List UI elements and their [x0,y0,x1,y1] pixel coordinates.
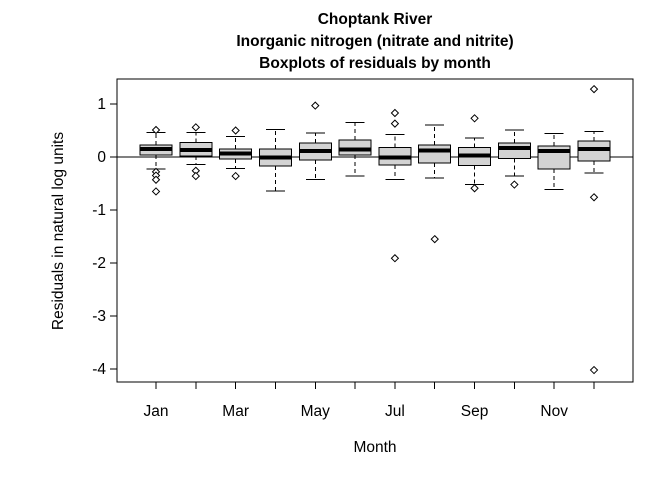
y-tick-label--1: -1 [92,202,106,219]
y-tick-label-0: 0 [97,149,106,166]
chart-title-line-3: Boxplots of residuals by month [259,55,491,72]
x-axis-title: Month [353,439,397,456]
outlier-dec-1 [589,193,599,202]
outlier-mar-1 [231,171,240,181]
outlier-sep-0 [470,114,479,123]
chart-title-line-2: Inorganic nitrogen (nitrate and nitrite) [236,33,514,50]
x-tick-label-may: May [301,403,331,420]
y-tick-label-1: 1 [97,96,106,113]
outlier-feb-2 [191,171,201,181]
outlier-jan-0 [151,125,161,135]
outlier-may-0 [311,101,320,110]
outlier-jul-1 [390,119,400,128]
outlier-dec-2 [589,365,599,375]
outlier-mar-0 [231,126,240,135]
box-dec [577,140,611,162]
outlier-feb-0 [191,123,201,132]
box-aug [418,144,452,164]
x-tick-label-mar: Mar [222,403,249,420]
outlier-sep-1 [470,184,479,193]
outlier-jan-4 [151,187,161,196]
y-tick-label--2: -2 [92,255,106,272]
outlier-jul-2 [390,254,400,263]
box-jun [338,139,372,156]
x-tick-label-sep: Sep [461,403,489,420]
outlier-oct-0 [510,180,519,189]
y-tick-label--4: -4 [92,361,106,378]
x-tick-label-nov: Nov [540,403,568,420]
chart-title: Choptank River Inorganic nitrogen (nitra… [117,9,633,75]
box-oct [497,142,531,160]
outlier-dec-0 [589,84,599,94]
outlier-jan-3 [151,175,161,184]
y-tick-label--3: -3 [92,308,106,325]
chart-title-line-1: Choptank River [317,11,433,28]
x-tick-label-jan: Jan [144,403,169,420]
outlier-aug-0 [430,234,439,244]
y-axis-title: Residuals in natural log units [50,132,67,330]
outlier-jul-0 [390,108,400,118]
x-tick-label-jul: Jul [385,403,405,420]
plot-frame [116,78,634,383]
